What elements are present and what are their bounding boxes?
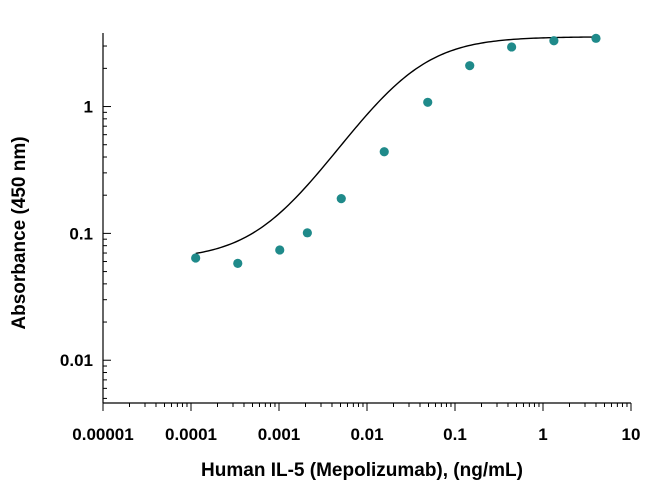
fit-curve [195,36,596,255]
data-point [465,61,475,71]
x-tick-label: 0.00001 [72,425,133,444]
x-tick-label: 0.01 [350,425,383,444]
data-point [275,245,285,255]
data-points [191,33,601,268]
y-axis-ticks: 0.01 0.1 1 [60,45,111,399]
data-point [549,36,559,46]
y-tick-label: 0.01 [60,351,93,370]
axes [102,33,631,404]
data-point [379,147,389,157]
data-point [591,33,601,43]
data-point [302,228,312,238]
y-tick-label: 1 [84,98,93,117]
fit-curve-layer [195,36,596,255]
data-point [233,258,243,268]
x-tick-label: 1 [538,425,547,444]
y-tick-label: 0.1 [69,224,93,243]
x-axis-title: Human IL-5 (Mepolizumab), (ng/mL) [201,460,523,481]
data-point [423,97,433,107]
data-point [507,42,517,52]
data-point [336,194,346,204]
data-point [191,253,201,263]
x-tick-label: 10 [622,425,641,444]
x-tick-label: 0.1 [443,425,467,444]
x-tick-label: 0.001 [258,425,301,444]
x-tick-label: 0.0001 [165,425,217,444]
x-axis-ticks: 0.00001 0.0001 0.001 0.01 0.1 1 10 [72,403,640,444]
y-axis-title: Absorbance (450 nm) [9,136,30,329]
